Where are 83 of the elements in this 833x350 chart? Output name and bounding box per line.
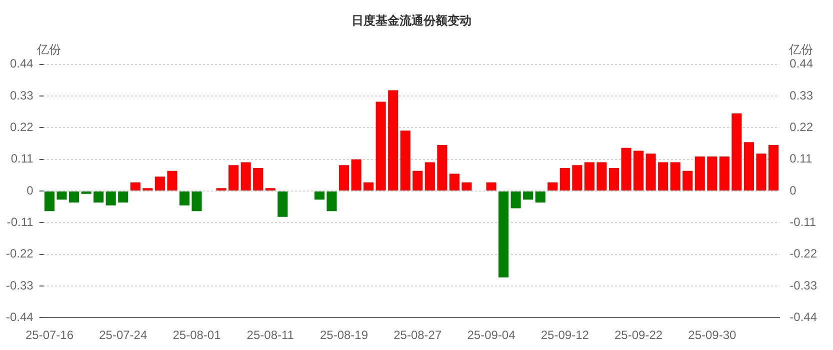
bar: [351, 159, 362, 190]
bar: [228, 165, 239, 190]
x-tick-label: 25-09-04: [467, 328, 516, 342]
y2-tick-label: 0.44: [790, 56, 814, 71]
bar: [94, 192, 104, 203]
bar: [278, 192, 288, 217]
bar: [608, 168, 620, 190]
bar: [646, 154, 656, 190]
y2-tick-label: 0.22: [790, 120, 814, 134]
x-tick-label: 25-08-01: [172, 328, 222, 342]
bar: [338, 165, 350, 190]
bar: [535, 192, 546, 203]
y2-tick-label: -0.22: [790, 246, 818, 261]
y2-tick-label: -0.33: [790, 278, 818, 292]
bar: [130, 182, 140, 190]
y-tick-label: -0.33: [6, 278, 34, 292]
x-tick-label: 25-08-27: [394, 328, 442, 342]
x-tick-label: 25-09-22: [614, 328, 663, 342]
bar: [572, 165, 582, 190]
bar: [388, 90, 398, 190]
x-tick-label: 25-07-16: [25, 328, 74, 342]
bar: [719, 156, 730, 190]
bar: [510, 192, 521, 208]
y2-tick-label: -0.44: [790, 310, 818, 324]
bar: [69, 192, 80, 203]
y2-tick-label: 0.11: [790, 152, 812, 166]
y2-axis-title: 亿份: [788, 42, 813, 57]
y2-tick-label: 0.33: [790, 88, 814, 102]
bar: [523, 192, 534, 200]
bar: [314, 192, 324, 200]
bar: [548, 182, 558, 190]
bar: [56, 192, 67, 200]
bar: [462, 182, 472, 190]
x-tick-label: 25-07-24: [99, 328, 148, 342]
bar: [694, 156, 705, 190]
bar: [326, 192, 337, 212]
bar: [44, 192, 55, 212]
bar: [437, 144, 448, 190]
bar: [118, 192, 128, 203]
x-tick-label: 25-09-30: [688, 328, 736, 342]
x-tick-label: 25-09-12: [540, 328, 590, 342]
bar: [584, 162, 594, 190]
bar: [364, 182, 374, 190]
y-tick-label: -0.11: [6, 214, 34, 229]
y-tick-label: 0.33: [10, 88, 34, 102]
bar: [486, 182, 496, 190]
x-tick-label: 25-08-11: [246, 328, 294, 342]
bar: [756, 154, 766, 190]
bar: [682, 170, 693, 190]
y-tick-label: -0.22: [6, 246, 34, 261]
bar: [670, 162, 680, 190]
y2-tick-label: -0.11: [790, 214, 816, 229]
bar: [621, 148, 632, 190]
y-tick-label: -0.44: [6, 310, 34, 324]
bar: [560, 168, 570, 190]
bar: [744, 142, 754, 190]
bar: [240, 162, 251, 190]
bar: [707, 156, 718, 190]
bar: [498, 192, 509, 278]
y2-tick-label: 0: [790, 183, 797, 198]
bar: [633, 150, 644, 190]
bar: [253, 168, 264, 190]
bar: [179, 192, 190, 206]
bar: [376, 102, 386, 190]
bar: [596, 162, 607, 190]
bar: [768, 144, 779, 190]
y-tick-label: 0.22: [10, 120, 34, 134]
y-tick-label: 0.11: [10, 152, 34, 166]
bar: [658, 162, 668, 190]
chart-title: 日度基金流通份额变动: [352, 14, 472, 28]
x-tick-label: 25-08-19: [320, 328, 368, 342]
bar: [154, 176, 165, 190]
bar: [449, 174, 460, 190]
bar: [732, 113, 742, 190]
bar: [167, 170, 178, 190]
bar: [412, 170, 423, 190]
bar: [192, 192, 202, 212]
bar: [424, 162, 435, 190]
bar: [400, 130, 410, 190]
y-tick-label: 0: [26, 183, 34, 198]
bar: [106, 192, 116, 206]
y-axis-title: 亿份: [36, 42, 61, 57]
y-tick-label: 0.44: [10, 56, 34, 71]
